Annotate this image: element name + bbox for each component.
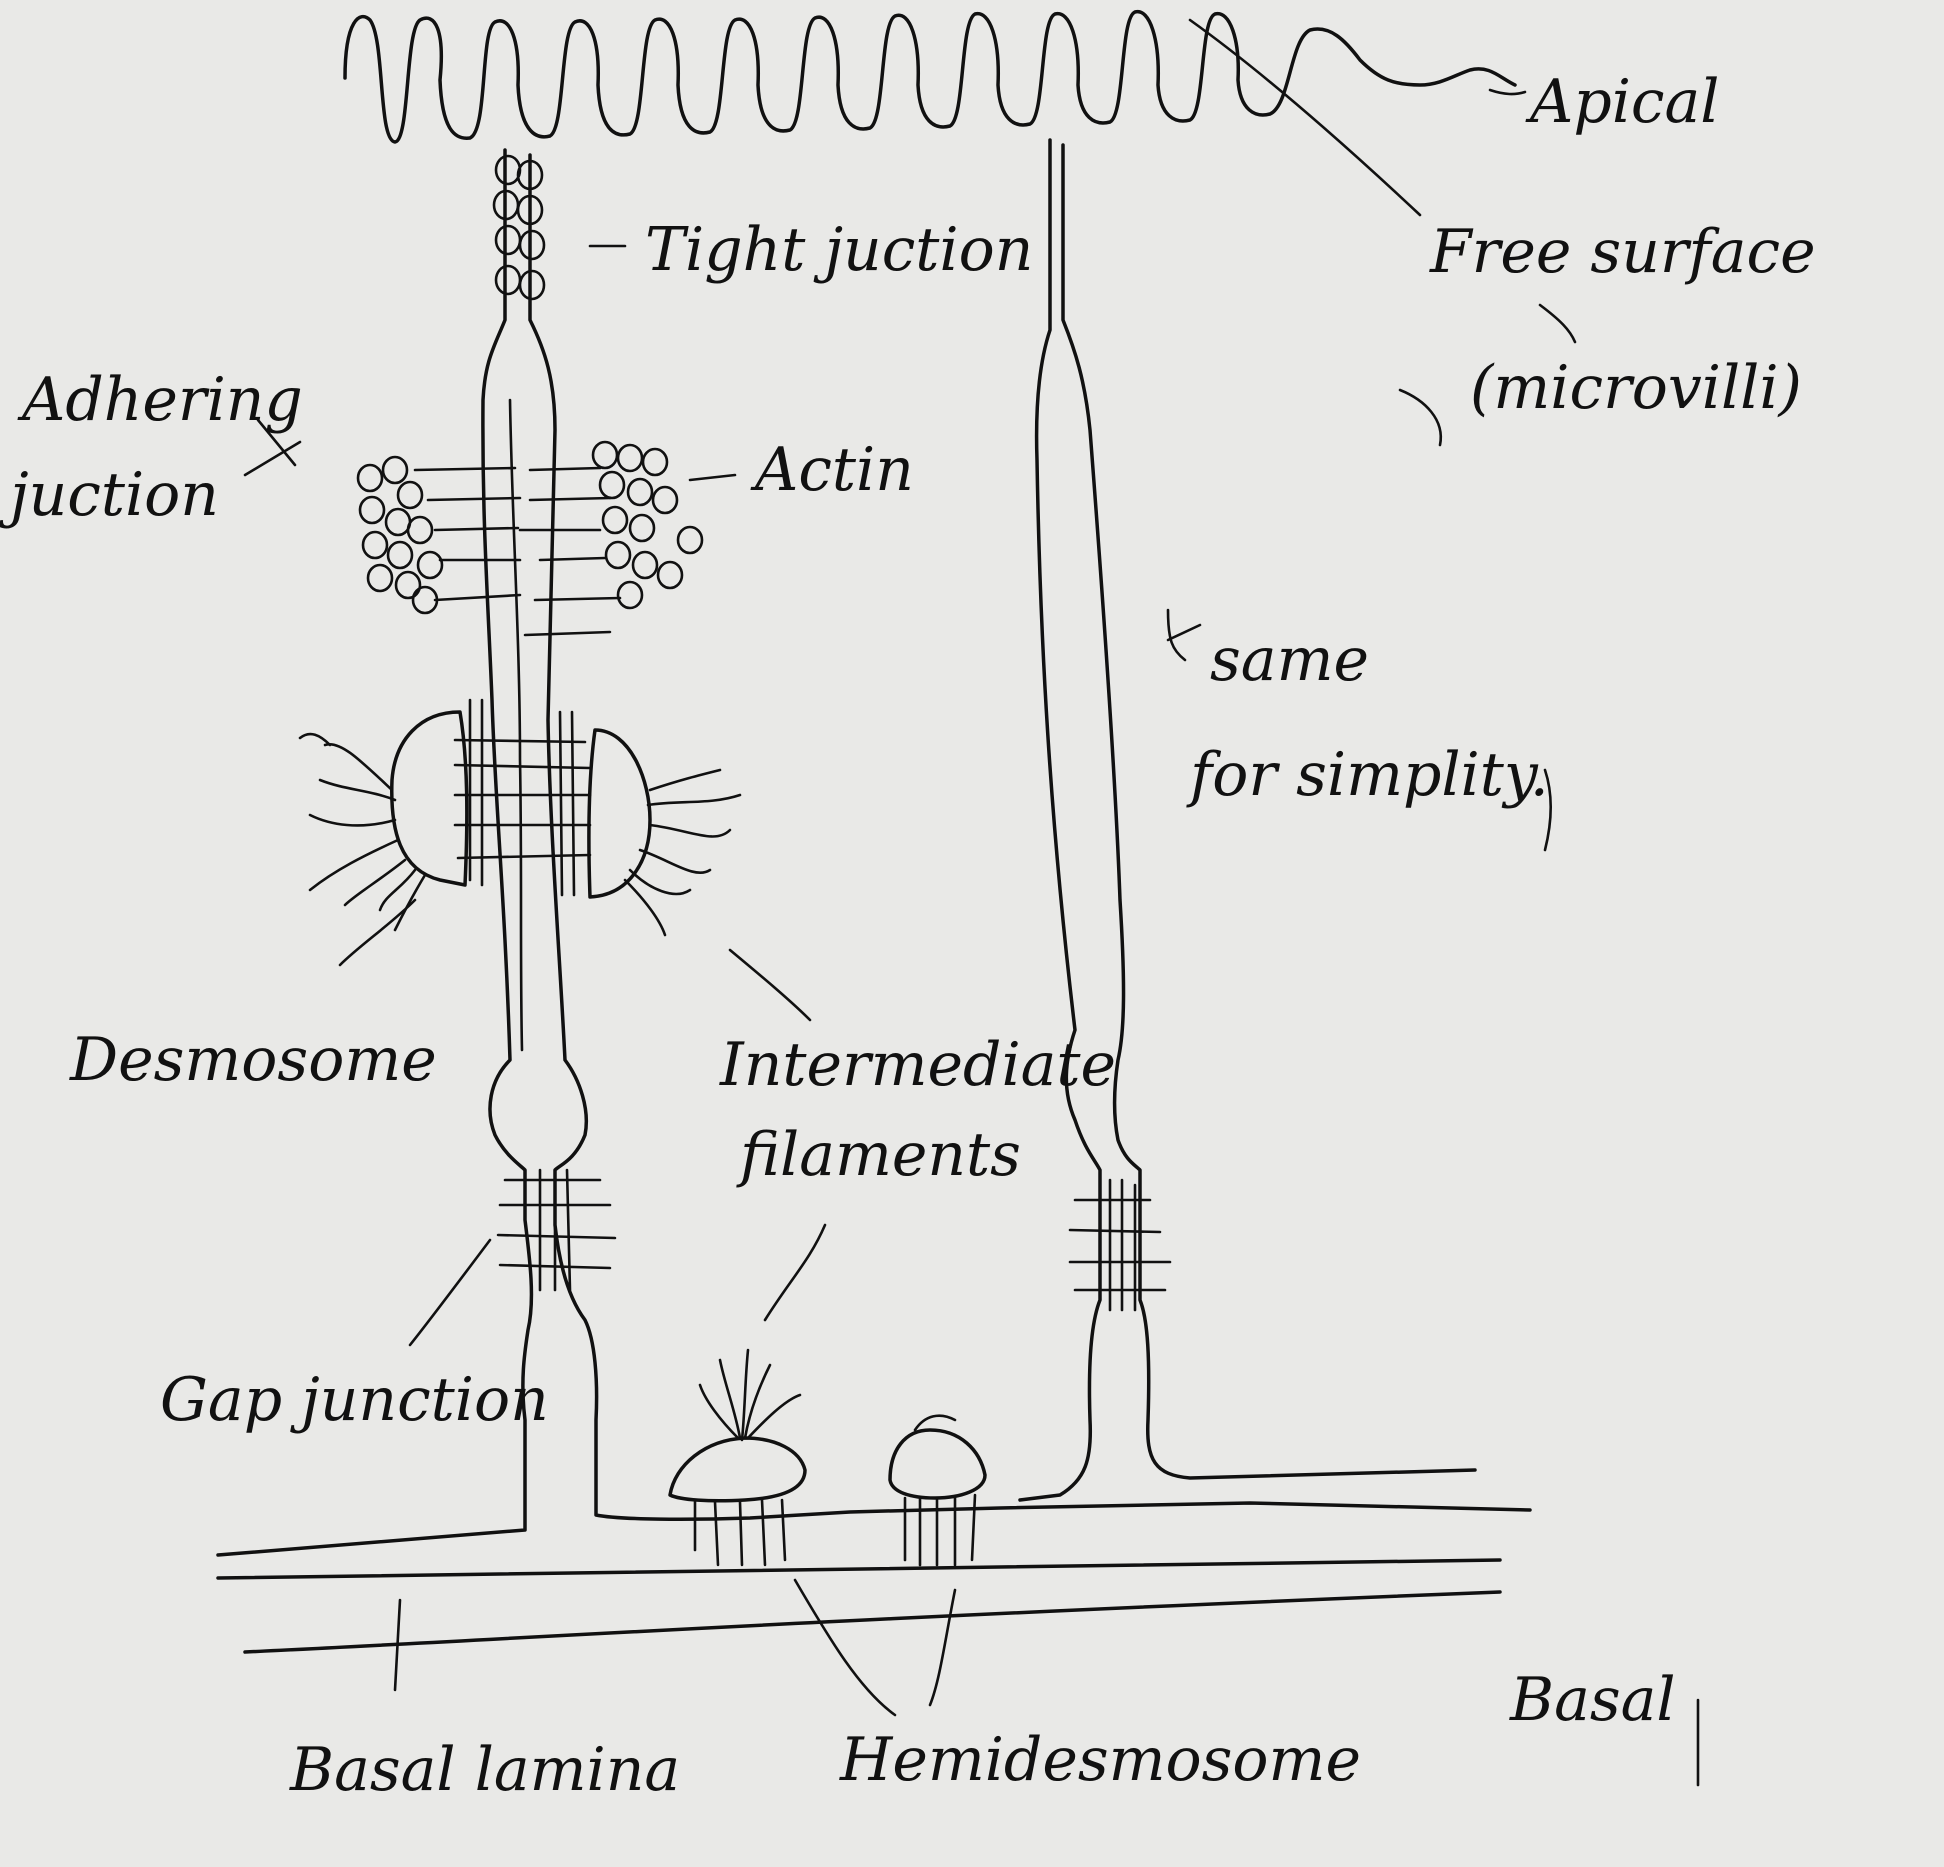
basal-lamina-upper	[216, 1558, 1502, 1580]
left-cell-membrane-a	[216, 148, 534, 1557]
intermediate-filaments-desmosome	[298, 732, 742, 937]
label-basal-lamina: Basal lamina	[289, 1735, 680, 1805]
label-desmosome: Desmosome	[69, 1025, 437, 1095]
hemidesmosome-right	[888, 1414, 987, 1567]
label-gap-junction: Gap junction	[160, 1365, 549, 1435]
tight-junction	[492, 154, 546, 301]
actin-bundle-left	[356, 455, 444, 615]
label-microvilli: (microvilli)	[1470, 353, 1802, 423]
label-intermediate-filaments-2: filaments	[736, 1120, 1021, 1190]
label-actin: Actin	[750, 435, 914, 505]
actin-bundle-right	[591, 440, 704, 610]
label-hemidesmosome: Hemidesmosome	[839, 1725, 1361, 1795]
hemidesmosome-left	[668, 1348, 807, 1567]
free-surface-leader	[1188, 18, 1422, 217]
right-cell-membrane-a	[1018, 138, 1102, 1502]
label-adhering-junction-2: juction	[0, 460, 219, 530]
label-free-surface: Free surface	[1429, 217, 1816, 287]
gap-junction-left	[496, 1168, 617, 1292]
adhering-junction-linkers	[413, 466, 622, 637]
label-leaders	[243, 244, 1700, 1787]
label-apical: Apical	[1525, 67, 1720, 137]
microvilli	[343, 10, 1517, 144]
adhering-junction	[356, 440, 704, 637]
left-cell-membrane-b	[528, 153, 1532, 1521]
label-adhering-junction: Adhering	[17, 365, 303, 435]
desmosome	[298, 698, 742, 937]
label-basal: Basal	[1509, 1665, 1676, 1735]
label-for-simplicity: for simplity.	[1186, 740, 1549, 810]
label-intermediate-filaments: Intermediate	[719, 1030, 1116, 1100]
right-cell-membrane-b	[1061, 143, 1477, 1480]
label-tight-junction: Tight juction	[645, 215, 1033, 285]
label-same: same	[1210, 625, 1369, 695]
basal-lamina-lower	[243, 1590, 1502, 1654]
gap-junction-right	[1068, 1178, 1172, 1312]
